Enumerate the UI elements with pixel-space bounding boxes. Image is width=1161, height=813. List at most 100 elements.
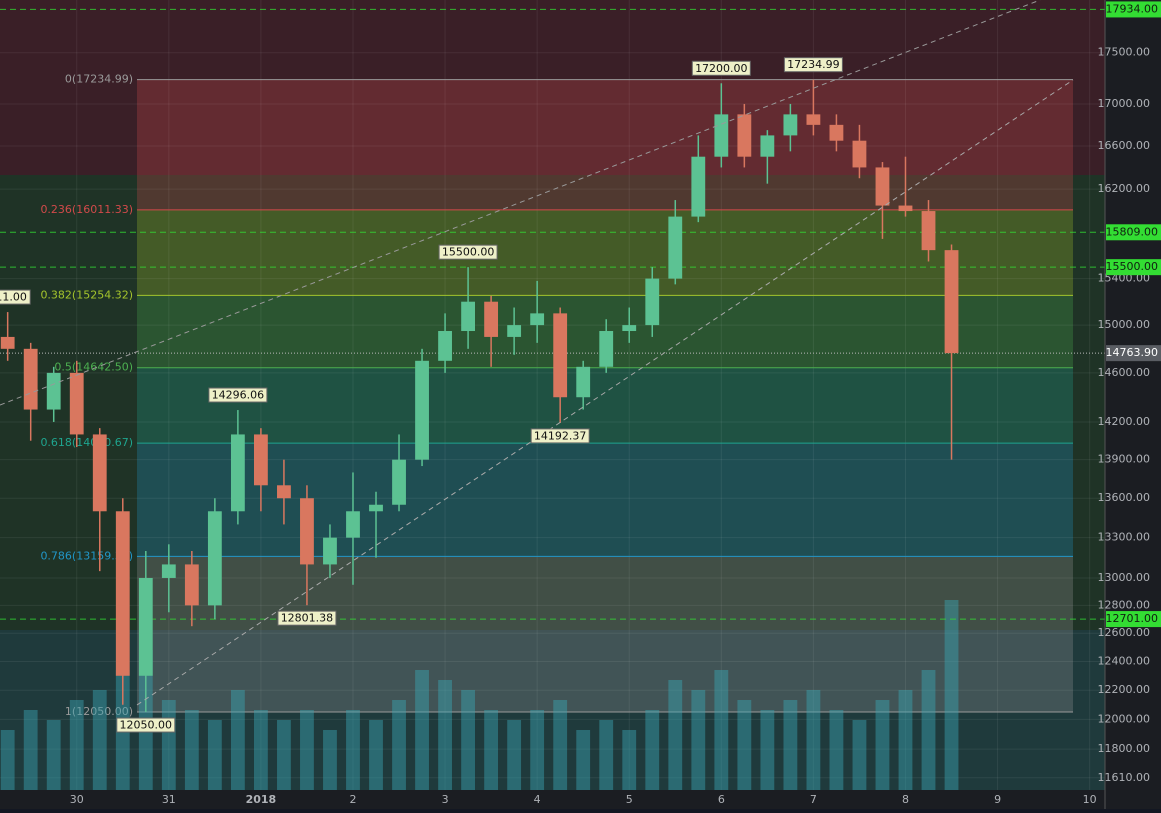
fib-label: 0.5(14642.50) — [54, 361, 133, 374]
volume-bar — [369, 720, 383, 790]
volume-bar — [23, 710, 38, 790]
y-tick-label: 11610.00 — [1098, 771, 1151, 784]
y-axis-background — [1105, 0, 1161, 809]
y-tick-label: 11800.00 — [1098, 742, 1151, 755]
annotation-box — [438, 244, 498, 260]
volume-bar — [46, 720, 61, 790]
y-tick-label: 12800.00 — [1098, 598, 1151, 611]
fib-zone — [137, 556, 1073, 713]
candle-body — [253, 434, 268, 486]
x-tick-label: 30 — [70, 793, 84, 806]
fib-zone — [137, 367, 1073, 444]
candle-body — [714, 114, 729, 157]
volume-bar — [852, 720, 867, 790]
volume-bar — [875, 700, 890, 790]
annotation-box — [530, 428, 590, 444]
x-tick-label: 2018 — [246, 793, 277, 806]
fib-zone — [137, 209, 1073, 296]
annotation-label: 12050.00 — [120, 719, 173, 732]
y-tick-label: 14200.00 — [1098, 415, 1151, 428]
annotation-label: 17234.99 — [787, 58, 840, 71]
fib-trend-line — [136, 79, 1074, 706]
candle-body — [207, 511, 222, 606]
volume-bar — [921, 670, 936, 790]
candle-body — [415, 360, 429, 460]
x-tick-label: 7 — [810, 793, 817, 806]
volume-bar — [346, 710, 360, 790]
y-tick-label: 16600.00 — [1098, 139, 1151, 152]
y-tick-label: 15000.00 — [1098, 318, 1151, 331]
annotation-box — [116, 717, 176, 733]
annotation-box — [277, 610, 337, 626]
y-tick-label: 16200.00 — [1098, 182, 1151, 195]
candle-body — [806, 114, 821, 125]
fib-zone — [137, 443, 1073, 557]
candle-body — [92, 434, 107, 512]
x-tick-label: 6 — [718, 793, 725, 806]
fib-label: 0.618(14030.67) — [40, 436, 133, 449]
volume-bar — [253, 710, 268, 790]
volume-bar — [92, 690, 107, 790]
price-line-label: 15809.00 — [1106, 225, 1159, 238]
y-tick-label: 12200.00 — [1098, 683, 1151, 696]
candle-body — [507, 325, 522, 337]
volume-bar — [645, 710, 660, 790]
y-tick-label: 13300.00 — [1098, 531, 1151, 544]
x-tick-label: 8 — [902, 793, 909, 806]
volume-bar — [300, 710, 314, 790]
candle-body — [230, 434, 245, 512]
price-line-tag — [1106, 1, 1161, 18]
y-tick-label: 17000.00 — [1098, 97, 1151, 110]
volume-bar — [944, 600, 959, 790]
volume-bar — [783, 700, 798, 790]
lower-zone — [0, 630, 1105, 790]
y-tick-label: 14600.00 — [1098, 366, 1151, 379]
candle-body — [346, 511, 360, 538]
candle-body — [323, 537, 337, 565]
annotation-label: 14192.37 — [534, 429, 587, 442]
x-tick-label: 2 — [349, 793, 356, 806]
annotation-label: 12801.38 — [281, 612, 334, 625]
volume-bar — [737, 700, 752, 790]
candle-body — [760, 135, 775, 157]
annotation-label: 17200.00 — [695, 62, 748, 75]
candle-body — [530, 313, 545, 326]
x-tick-label: 4 — [534, 793, 541, 806]
fib-zone — [137, 79, 1073, 210]
price-line-tag — [1106, 611, 1161, 628]
y-tick-label: 13000.00 — [1098, 571, 1151, 584]
candle-body — [438, 331, 452, 361]
candle-body — [484, 301, 499, 337]
volume-bar — [484, 710, 499, 790]
annotation-box — [783, 57, 843, 73]
candle-body — [599, 331, 614, 367]
price-line-tag — [1106, 259, 1161, 276]
volume-bar — [668, 680, 683, 790]
fib-label: 0.382(15254.32) — [40, 288, 133, 301]
price-line-label: 12701.00 — [1106, 612, 1159, 625]
candle-body — [944, 250, 959, 354]
x-tick-label: 10 — [1083, 793, 1097, 806]
y-tick-label: 12000.00 — [1098, 712, 1151, 725]
candle-body — [138, 577, 153, 676]
volume-bar — [184, 710, 199, 790]
volume-bar — [691, 690, 706, 790]
annotation-box — [0, 289, 31, 305]
volume-bar — [323, 730, 337, 790]
y-tick-label: 12600.00 — [1098, 626, 1151, 639]
fib-label: 0.786(13159.39) — [40, 549, 133, 562]
last-price-label: 14763.90 — [1106, 346, 1159, 359]
volume-bar — [760, 710, 775, 790]
candle-body — [737, 114, 752, 157]
y-tick-label: 12400.00 — [1098, 654, 1151, 667]
x-tick-label: 5 — [626, 793, 633, 806]
price-line-label: 17934.00 — [1106, 2, 1159, 15]
fib-label: 0.236(16011.33) — [40, 203, 133, 216]
candle-body — [691, 156, 706, 217]
annotation-label: 111.00 — [0, 291, 27, 304]
candle-body — [875, 167, 890, 206]
price-line-tag — [1106, 224, 1161, 241]
price-line-label: 15500.00 — [1106, 260, 1159, 273]
